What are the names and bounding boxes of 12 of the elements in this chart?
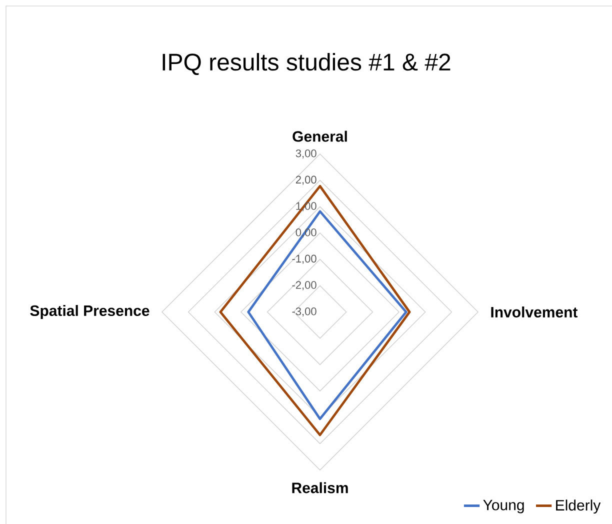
spoke-label: General xyxy=(292,130,347,142)
legend-label: Elderly xyxy=(556,500,601,514)
y-tick-label: 3,00 xyxy=(296,149,316,159)
chart-title: IPQ results studies #1 & #2 xyxy=(162,53,450,75)
y-tick-label: -3,00 xyxy=(292,307,316,317)
spoke-label: Realism xyxy=(292,482,348,494)
y-tick-label: -2,00 xyxy=(292,281,316,290)
legend-label: Young xyxy=(483,500,524,514)
spoke-label: Spatial Presence xyxy=(30,305,150,319)
y-tick-label: 2,00 xyxy=(296,176,316,185)
spoke-label: Involvement xyxy=(491,306,578,318)
y-tick-label: -1,00 xyxy=(292,254,316,264)
